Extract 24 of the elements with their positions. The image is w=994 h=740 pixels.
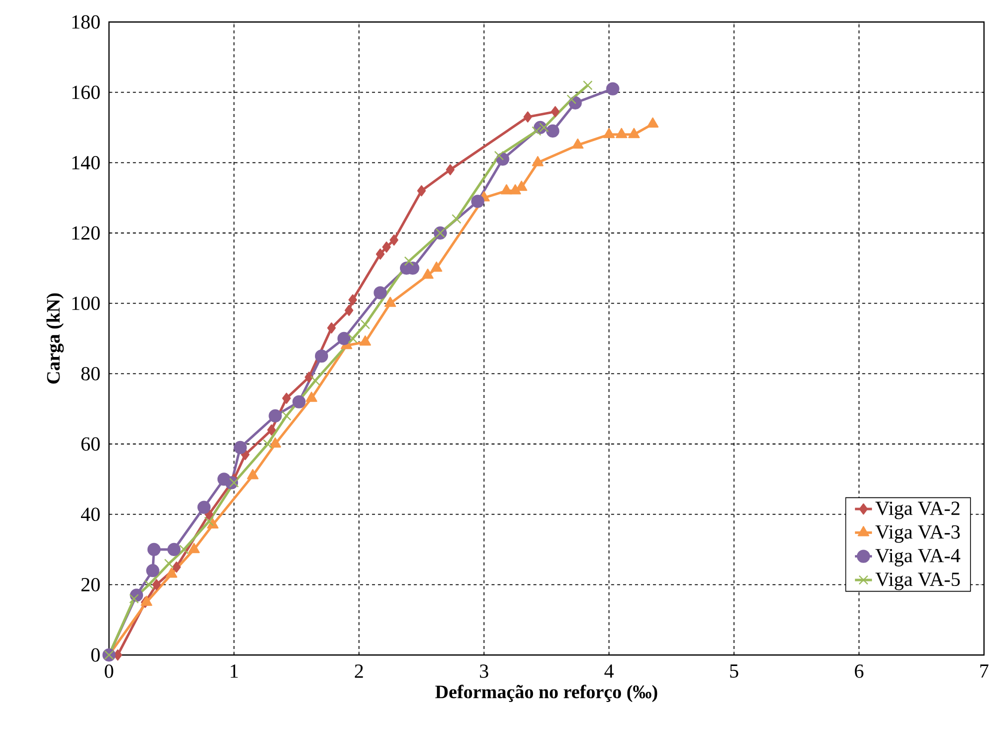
y-tick-label: 40: [80, 508, 100, 522]
x-tick-label: 2: [354, 664, 363, 678]
x-tick-label: 1: [230, 664, 238, 678]
legend-label: Viga VA-2: [875, 502, 960, 520]
y-tick-label: 160: [72, 86, 100, 100]
x-tick-label: 6: [854, 664, 864, 678]
legend-label: Viga VA-5: [875, 572, 960, 590]
y-tick-label: 180: [72, 15, 100, 29]
y-tick-label: 0: [91, 648, 100, 662]
legend-label: Viga VA-4: [875, 548, 960, 566]
x-tick-label: 5: [730, 664, 738, 678]
x-axis-title: Deformação no reforço (‰): [435, 684, 658, 702]
y-tick-label: 60: [81, 437, 100, 451]
x-tick-label: 3: [480, 664, 488, 678]
x-tick-label: 7: [980, 664, 988, 678]
y-tick-label: 140: [72, 156, 100, 170]
y-tick-label: 100: [72, 296, 100, 310]
x-tick-label: 0: [104, 664, 114, 678]
x-tick-label: 4: [604, 664, 614, 678]
y-tick-label: 120: [72, 226, 100, 240]
legend-label: Viga VA-3: [875, 525, 960, 543]
y-tick-label: 20: [81, 578, 100, 592]
y-tick-label: 80: [81, 366, 100, 380]
y-axis-title: Carga (kN): [46, 293, 64, 384]
